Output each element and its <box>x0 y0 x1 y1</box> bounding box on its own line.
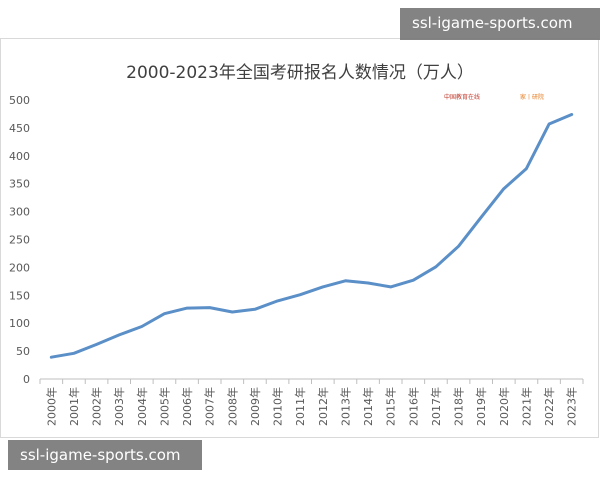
data-point <box>570 113 573 116</box>
x-tick-label: 2016年 <box>406 387 420 426</box>
y-tick-label: 50 <box>16 345 30 358</box>
series-line <box>49 113 574 359</box>
y-tick-label: 400 <box>9 150 30 163</box>
y-tick-label: 450 <box>9 122 30 135</box>
x-tick-label: 2020年 <box>497 387 511 426</box>
x-tick-label: 2013年 <box>338 387 352 426</box>
x-tick-label: 2006年 <box>180 387 194 426</box>
data-point <box>412 279 415 282</box>
x-tick-label: 2021年 <box>519 387 533 426</box>
data-point <box>117 333 121 337</box>
y-tick-label: 200 <box>9 261 30 274</box>
x-tick-label: 2014年 <box>361 387 375 426</box>
data-point <box>95 343 98 346</box>
watermark-top: ssl-igame-sports.com <box>400 8 600 40</box>
x-tick-label: 2010年 <box>271 387 285 426</box>
data-point <box>366 281 370 285</box>
x-tick-label: 2019年 <box>474 387 488 426</box>
data-point <box>321 285 325 289</box>
chart-title: 2000-2023年全国考研报名人数情况（万人） <box>126 63 474 83</box>
y-tick-label: 300 <box>9 206 30 219</box>
x-tick-label: 2015年 <box>384 387 398 426</box>
x-tick-label: 2023年 <box>565 387 579 426</box>
y-tick-label: 150 <box>9 289 30 302</box>
data-point <box>434 265 438 269</box>
y-tick-label: 100 <box>9 317 30 330</box>
data-point <box>479 215 483 219</box>
chart-frame <box>0 38 599 438</box>
x-tick-label: 2008年 <box>225 387 239 426</box>
x-tick-label: 2018年 <box>452 387 466 426</box>
y-tick-label: 250 <box>9 234 30 247</box>
publisher-logo-left: 中国教育在线 <box>444 94 481 101</box>
publisher-logo-right: 家丨研院 <box>520 94 545 101</box>
watermark-bottom: ssl-igame-sports.com <box>8 440 202 470</box>
data-point <box>208 306 211 309</box>
x-tick-label: 2003年 <box>112 387 126 426</box>
data-point <box>253 308 257 311</box>
x-tick-label: 2011年 <box>293 387 307 426</box>
data-point <box>231 310 234 314</box>
y-tick-label: 350 <box>9 178 30 191</box>
data-point <box>140 325 144 328</box>
data-point <box>457 244 460 248</box>
x-tick-label: 2017年 <box>429 387 443 426</box>
x-tick-label: 2009年 <box>248 387 262 426</box>
y-tick-label: 0 <box>23 373 30 386</box>
data-point <box>389 285 392 289</box>
data-point <box>50 356 53 359</box>
x-tick-label: 2004年 <box>135 387 149 426</box>
data-point <box>344 279 347 282</box>
y-tick-label: 500 <box>9 94 30 107</box>
x-tick-label: 2000年 <box>44 387 58 426</box>
x-tick-label: 2007年 <box>203 387 217 426</box>
data-point <box>72 352 76 355</box>
x-tick-label: 2012年 <box>316 387 330 426</box>
data-point <box>547 122 551 126</box>
data-point <box>185 306 189 310</box>
data-point <box>298 293 302 296</box>
data-point <box>163 312 166 315</box>
data-point <box>276 299 279 303</box>
data-point <box>525 167 528 170</box>
data-point <box>502 187 506 190</box>
x-tick-label: 2022年 <box>542 387 556 426</box>
x-tick-label: 2001年 <box>67 387 81 426</box>
x-tick-label: 2005年 <box>157 387 171 426</box>
x-tick-label: 2002年 <box>90 387 104 426</box>
